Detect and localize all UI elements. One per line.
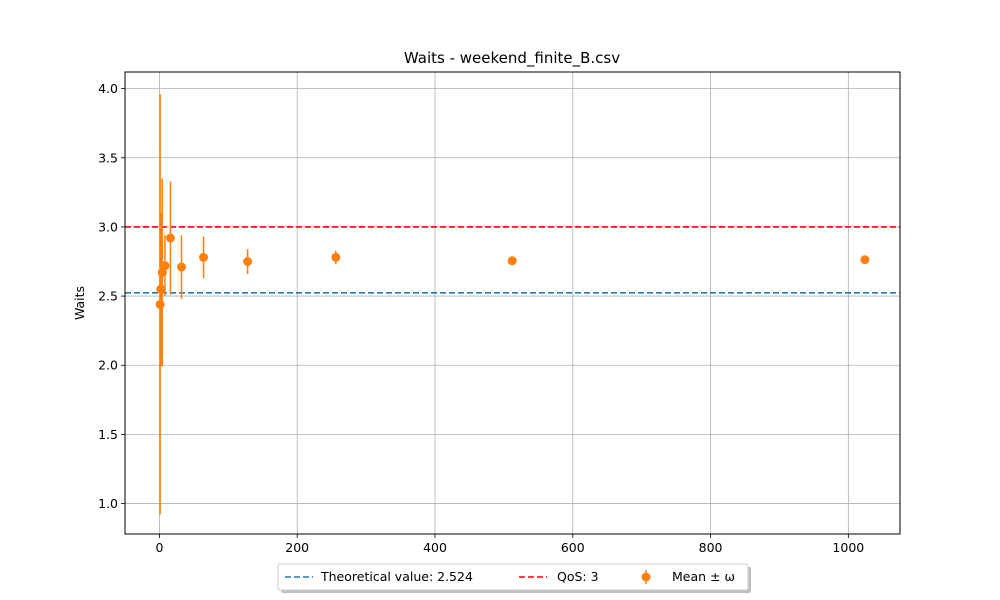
data-point	[155, 299, 165, 309]
y-tick-label: 3.5	[98, 150, 118, 165]
data-point	[165, 233, 175, 243]
legend: Theoretical value: 2.524 QoS: 3 Mean ± ω	[277, 563, 751, 593]
y-tick-label: 1.5	[98, 427, 118, 442]
data-point	[507, 256, 517, 266]
legend-box	[277, 563, 749, 591]
data-point	[243, 257, 253, 267]
data-point	[860, 255, 870, 265]
data-point	[331, 252, 341, 262]
data-point	[176, 262, 186, 272]
data-point	[160, 261, 170, 271]
y-axis-label: Waits	[72, 286, 87, 320]
legend-theoretical-label: Theoretical value: 2.524	[320, 569, 473, 584]
data-point	[199, 252, 209, 262]
legend-mean-marker	[641, 572, 651, 582]
x-tick-label: 1000	[832, 540, 864, 555]
data-point	[157, 268, 167, 278]
y-axis: 1.0 1.5 2.0 2.5 3.0 3.5 4.0	[98, 81, 125, 511]
data-points	[155, 94, 870, 515]
plot-frame	[124, 71, 901, 535]
x-axis: 0 200 400 600 800 1000	[155, 534, 864, 555]
y-tick-label: 1.0	[98, 496, 118, 511]
data-point	[156, 284, 166, 294]
reference-lines	[125, 226, 900, 294]
x-tick-label: 800	[699, 540, 723, 555]
plot-background	[125, 72, 900, 534]
y-tick-label: 4.0	[98, 81, 118, 96]
x-tick-label: 600	[561, 540, 585, 555]
x-tick-label: 200	[285, 540, 309, 555]
x-tick-label: 0	[155, 540, 163, 555]
legend-mean-label: Mean ± ω	[672, 569, 735, 584]
chart-title: Waits - weekend_finite_B.csv	[404, 49, 620, 68]
legend-qos-label: QoS: 3	[557, 569, 599, 584]
y-tick-label: 2.5	[98, 289, 118, 304]
y-tick-label: 3.0	[98, 219, 118, 234]
y-tick-label: 2.0	[98, 358, 118, 373]
x-tick-label: 400	[423, 540, 447, 555]
